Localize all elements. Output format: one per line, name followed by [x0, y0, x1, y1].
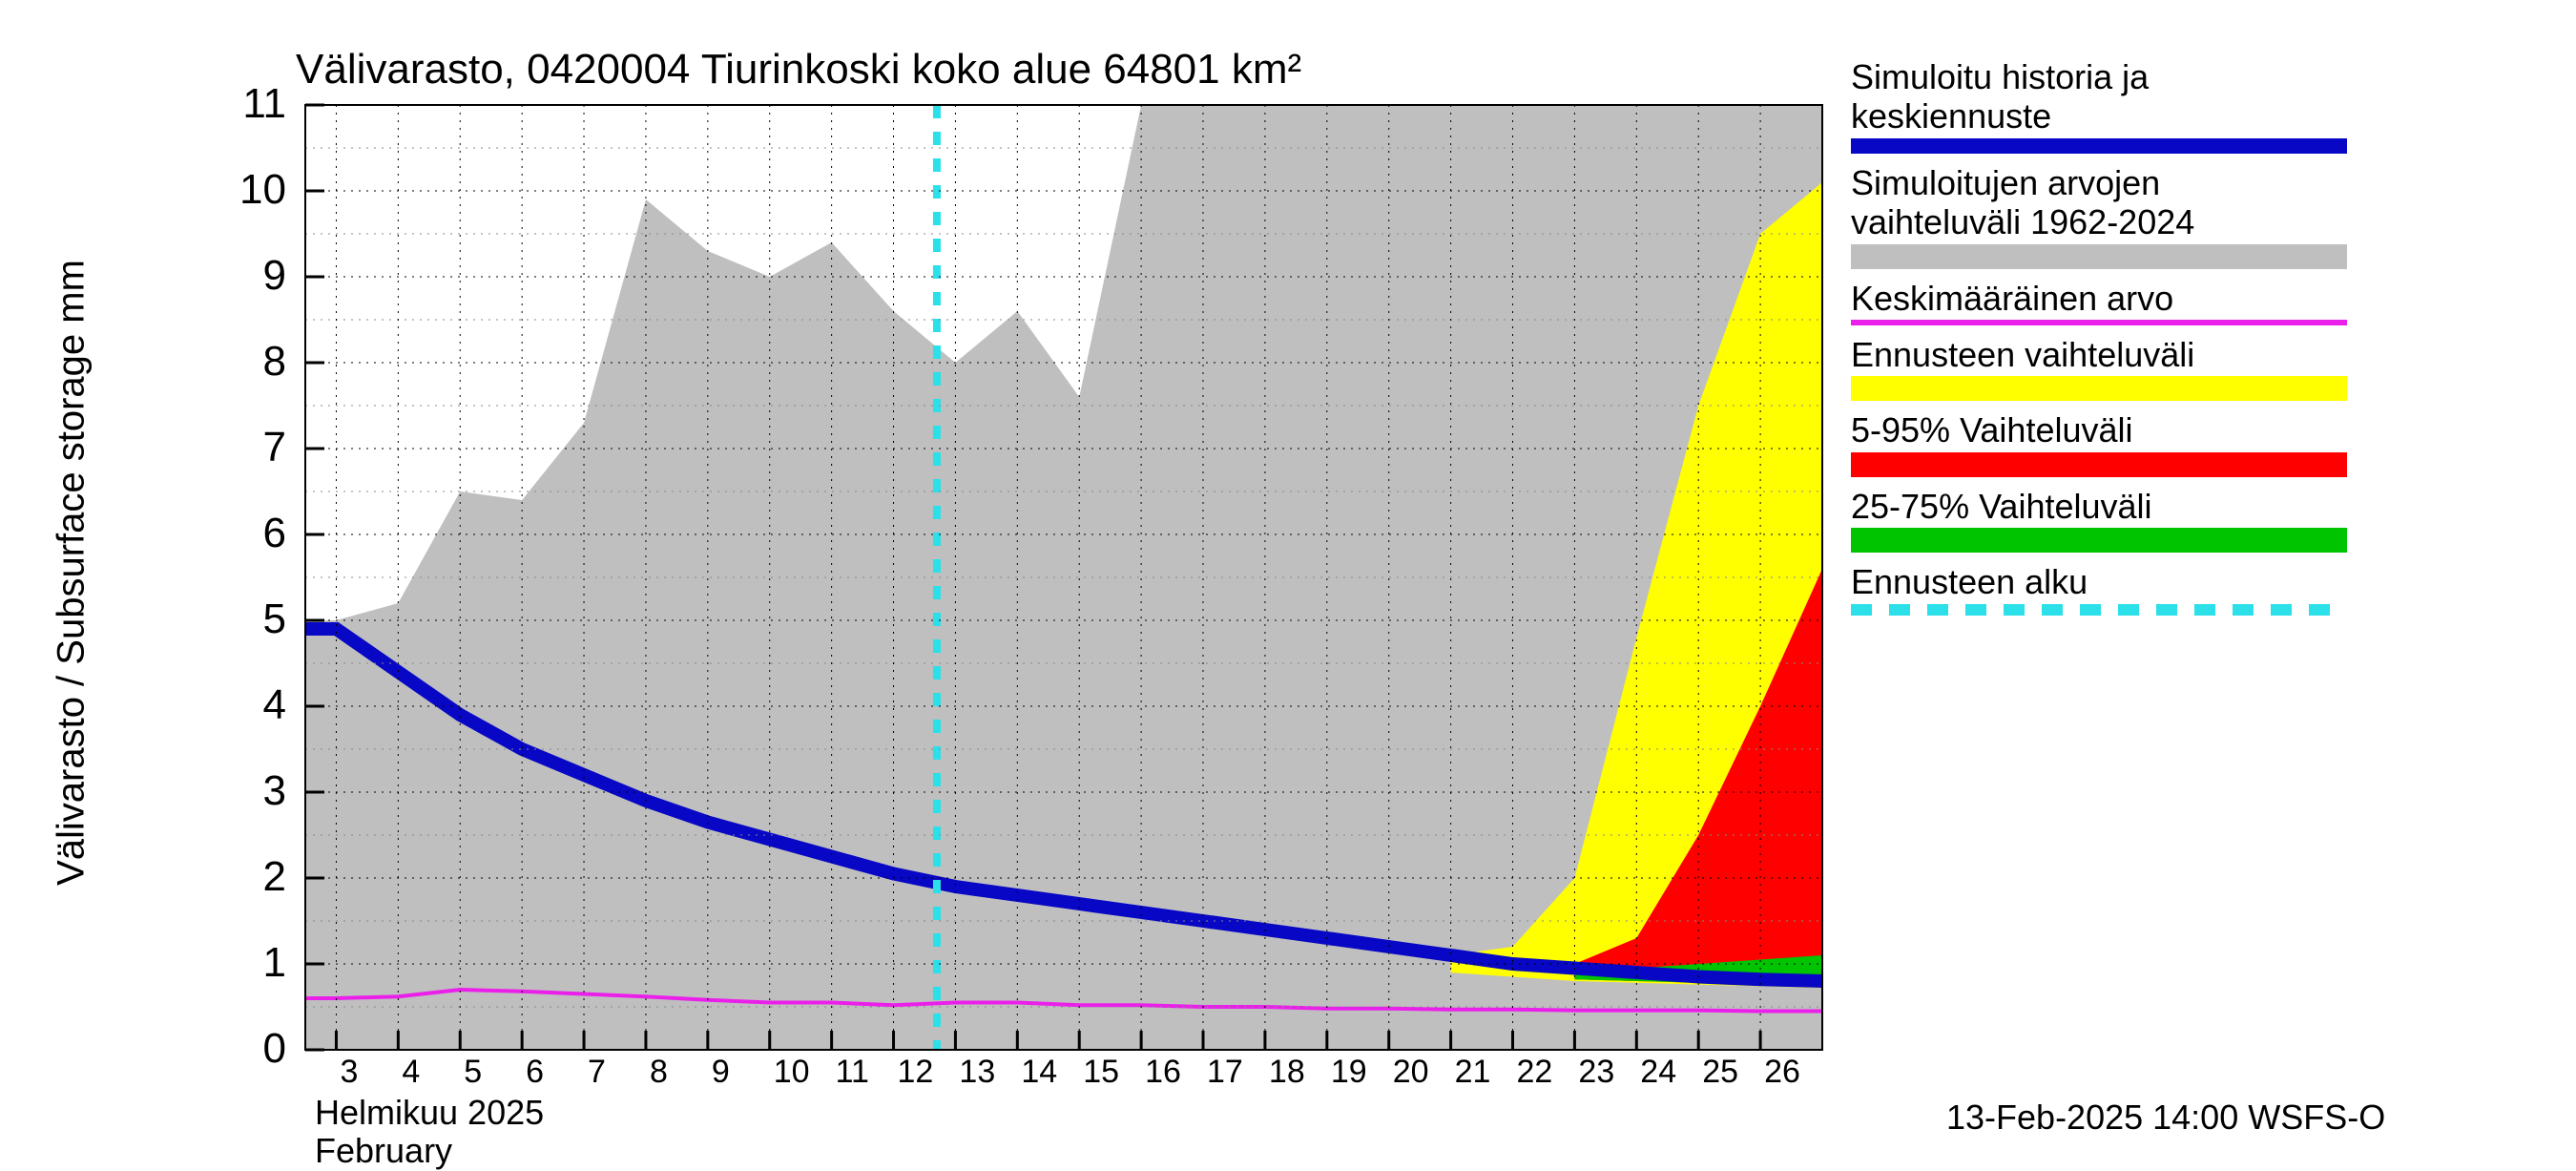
legend-label: Simuloitu historia jakeskiennuste — [1851, 57, 2557, 136]
y-tick-label: 1 — [219, 939, 286, 987]
legend-swatch — [1851, 528, 2347, 553]
x-tick-label: 10 — [774, 1054, 810, 1091]
x-tick-label: 11 — [836, 1054, 869, 1091]
x-tick-label: 20 — [1393, 1054, 1429, 1091]
legend: Simuloitu historia jakeskiennuste Simuloi… — [1851, 57, 2557, 625]
x-tick-label: 17 — [1207, 1054, 1243, 1091]
x-tick-label: 14 — [1021, 1054, 1057, 1091]
x-tick-label: 19 — [1331, 1054, 1367, 1091]
x-tick-label: 26 — [1764, 1054, 1800, 1091]
x-tick-label: 4 — [402, 1054, 420, 1091]
y-tick-label: 3 — [219, 767, 286, 815]
legend-swatch — [1851, 244, 2347, 269]
x-tick-label: 24 — [1640, 1054, 1676, 1091]
x-tick-label: 3 — [340, 1054, 358, 1091]
y-tick-label: 6 — [219, 510, 286, 557]
legend-item: Ennusteen alku — [1851, 562, 2557, 615]
legend-label: Keskimääräinen arvo — [1851, 279, 2557, 318]
chart-container: Välivarasto / Subsurface storage mm Väli… — [0, 0, 2576, 1145]
y-axis-label: Välivarasto / Subsurface storage mm — [51, 260, 93, 886]
x-tick-label: 13 — [959, 1054, 995, 1091]
legend-item: 5-95% Vaihteluväli — [1851, 410, 2557, 476]
plot-area — [305, 105, 1822, 1050]
legend-item: Simuloitujen arvojenvaihteluväli 1962-20… — [1851, 163, 2557, 269]
legend-label: 5-95% Vaihteluväli — [1851, 410, 2557, 450]
legend-item: Keskimääräinen arvo — [1851, 279, 2557, 325]
legend-label: 25-75% Vaihteluväli — [1851, 487, 2557, 526]
x-axis-month-fi: Helmikuu 2025 — [315, 1093, 544, 1133]
x-tick-label: 23 — [1578, 1054, 1614, 1091]
x-tick-label: 9 — [712, 1054, 730, 1091]
legend-label: Simuloitujen arvojenvaihteluväli 1962-20… — [1851, 163, 2557, 242]
legend-label: Ennusteen alku — [1851, 562, 2557, 601]
legend-swatch — [1851, 452, 2347, 477]
legend-swatch — [1851, 138, 2347, 154]
legend-item: 25-75% Vaihteluväli — [1851, 487, 2557, 553]
y-tick-label: 8 — [219, 338, 286, 386]
x-tick-label: 5 — [464, 1054, 482, 1091]
x-tick-label: 25 — [1702, 1054, 1738, 1091]
legend-item: Simuloitu historia jakeskiennuste — [1851, 57, 2557, 154]
y-tick-label: 5 — [219, 596, 286, 643]
timestamp: 13-Feb-2025 14:00 WSFS-O — [1946, 1098, 2385, 1138]
legend-swatch — [1851, 376, 2347, 401]
legend-swatch — [1851, 320, 2347, 325]
chart-title: Välivarasto, 0420004 Tiurinkoski koko al… — [296, 46, 1301, 94]
y-tick-label: 9 — [219, 252, 286, 300]
legend-item: Ennusteen vaihteluväli — [1851, 335, 2557, 401]
y-tick-label: 10 — [219, 166, 286, 214]
y-tick-label: 4 — [219, 681, 286, 729]
y-tick-label: 7 — [219, 424, 286, 471]
x-tick-label: 16 — [1145, 1054, 1181, 1091]
y-tick-label: 11 — [219, 80, 286, 128]
x-tick-label: 18 — [1269, 1054, 1305, 1091]
y-tick-label: 2 — [219, 853, 286, 901]
x-tick-label: 21 — [1455, 1054, 1491, 1091]
x-tick-label: 15 — [1083, 1054, 1119, 1091]
x-tick-label: 22 — [1517, 1054, 1553, 1091]
x-tick-label: 12 — [898, 1054, 934, 1091]
x-tick-label: 7 — [588, 1054, 606, 1091]
legend-label: Ennusteen vaihteluväli — [1851, 335, 2557, 374]
x-axis-month-en: February — [315, 1131, 452, 1171]
plot-svg — [305, 105, 1822, 1050]
legend-swatch — [1851, 604, 2347, 616]
x-tick-label: 6 — [526, 1054, 544, 1091]
y-tick-label: 0 — [219, 1025, 286, 1073]
x-tick-label: 8 — [650, 1054, 668, 1091]
